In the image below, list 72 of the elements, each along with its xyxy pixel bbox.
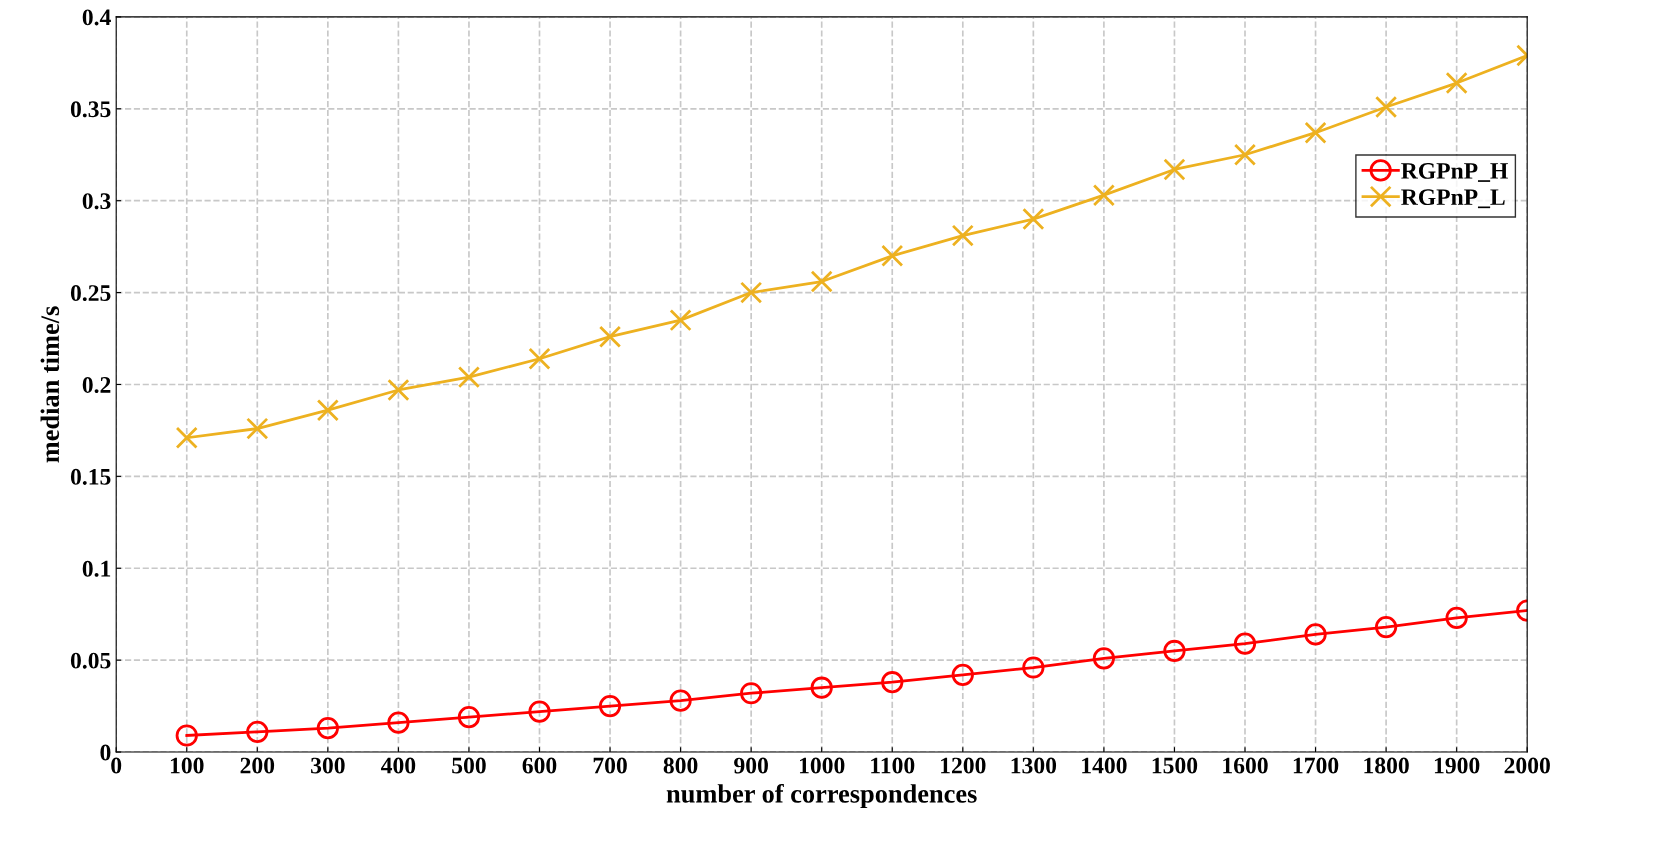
point (1374, 95, 1398, 119)
legend-label: RGPnP_L (1401, 189, 1505, 209)
point (1304, 121, 1327, 144)
y-tick-label: 0.4 (82, 9, 111, 26)
point (740, 281, 763, 304)
x-tick-label: 1500 (1152, 757, 1198, 774)
point (528, 700, 551, 723)
point (457, 366, 481, 389)
y-tick-label: 0.15 (70, 468, 111, 485)
x-tick-label: 700 (593, 757, 627, 774)
point (1445, 71, 1468, 95)
x-tick-label: 1600 (1223, 757, 1268, 774)
x-tick-label: 1000 (799, 757, 845, 774)
point (246, 720, 269, 743)
x-tick-label: 1900 (1434, 757, 1480, 774)
point (740, 682, 763, 705)
point (175, 724, 198, 747)
y-tick-label: 0.25 (70, 285, 111, 302)
point (175, 426, 198, 449)
x-tick-label: 1100 (871, 757, 915, 774)
point (457, 706, 481, 729)
legend-label: RGPnP_H (1401, 162, 1508, 182)
y-axis-title: median time/s (40, 306, 60, 463)
point (1163, 158, 1186, 181)
point (669, 309, 692, 332)
y-tick-label: 0.1 (82, 560, 111, 577)
x-tick-label: 1800 (1364, 757, 1409, 774)
point (598, 325, 622, 348)
x-axis-title: number of correspondences (666, 783, 977, 809)
point (1092, 184, 1116, 207)
point (246, 417, 269, 440)
y-tick-label: 0 (100, 744, 111, 761)
point (669, 689, 692, 712)
x-tick-label: 1700 (1293, 757, 1339, 774)
point (1092, 647, 1116, 670)
point (316, 399, 339, 422)
point (810, 270, 833, 293)
x-tick-label: 600 (522, 757, 557, 774)
point (1233, 632, 1257, 655)
x-tick-label: 1400 (1082, 757, 1127, 774)
point (1445, 606, 1468, 629)
y-tick-label: 0.35 (70, 101, 111, 118)
x-tick-label: 800 (663, 757, 698, 774)
point (810, 676, 833, 699)
point (316, 717, 339, 740)
x-tick-label: 1200 (941, 757, 986, 774)
x-tick-label: 300 (311, 757, 345, 774)
y-tick-label: 0.05 (70, 652, 111, 669)
y-tick-label: 0.2 (82, 376, 111, 393)
x-tick-label: 900 (734, 757, 768, 774)
x-tick-label: 500 (452, 757, 486, 774)
point (881, 671, 904, 694)
point (951, 224, 974, 247)
point (881, 244, 904, 267)
x-tick-label: 1300 (1011, 757, 1057, 774)
point (1022, 207, 1045, 231)
point (1304, 623, 1327, 646)
x-tick-label: 200 (240, 757, 275, 774)
point (951, 663, 974, 686)
point (528, 347, 551, 370)
x-tick-label: 0 (111, 757, 122, 774)
x-tick-label: 100 (170, 757, 204, 774)
y-tick-label: 0.3 (82, 193, 111, 210)
x-tick-label: 2000 (1504, 757, 1550, 774)
point (387, 711, 410, 734)
point (387, 378, 410, 402)
x-tick-label: 400 (381, 757, 416, 774)
point (1163, 639, 1186, 663)
point (598, 694, 622, 718)
point (1233, 143, 1257, 166)
point (1022, 656, 1045, 679)
point (1374, 615, 1398, 639)
